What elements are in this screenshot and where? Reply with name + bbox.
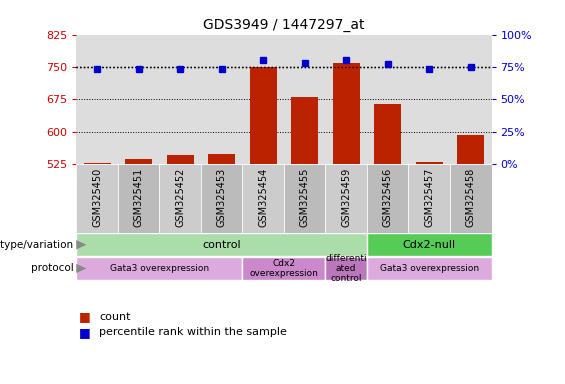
Bar <box>408 164 450 233</box>
Bar <box>125 159 152 164</box>
Text: GSM325459: GSM325459 <box>341 167 351 227</box>
Bar <box>450 164 492 233</box>
Text: count: count <box>99 312 131 322</box>
Bar <box>284 164 325 233</box>
Bar <box>374 104 401 164</box>
Text: GSM325456: GSM325456 <box>383 167 393 227</box>
Text: GSM325457: GSM325457 <box>424 167 434 227</box>
Bar <box>76 164 118 233</box>
Text: genotype/variation: genotype/variation <box>0 240 73 250</box>
Bar <box>367 257 492 280</box>
Text: GSM325452: GSM325452 <box>175 167 185 227</box>
Text: GSM325453: GSM325453 <box>216 167 227 227</box>
Text: ■: ■ <box>79 326 91 339</box>
Text: percentile rank within the sample: percentile rank within the sample <box>99 327 287 337</box>
Text: ■: ■ <box>79 310 91 323</box>
Bar <box>201 164 242 233</box>
Title: GDS3949 / 1447297_at: GDS3949 / 1447297_at <box>203 18 364 32</box>
Bar <box>325 257 367 280</box>
Bar <box>167 155 194 164</box>
Bar <box>118 164 159 233</box>
Text: GSM325455: GSM325455 <box>299 167 310 227</box>
Text: Gata3 overexpression: Gata3 overexpression <box>110 264 209 273</box>
Bar <box>208 154 235 164</box>
Text: control: control <box>202 240 241 250</box>
Text: GSM325450: GSM325450 <box>92 167 102 227</box>
Text: GSM325454: GSM325454 <box>258 167 268 227</box>
Text: Cdx2-null: Cdx2-null <box>403 240 456 250</box>
Bar <box>457 135 484 164</box>
Bar <box>242 257 325 280</box>
Bar <box>84 163 111 164</box>
Bar <box>76 257 242 280</box>
Text: differenti
ated
control: differenti ated control <box>325 253 367 283</box>
Text: GSM325451: GSM325451 <box>133 167 144 227</box>
Bar <box>333 63 360 164</box>
Bar <box>367 164 408 233</box>
Text: Gata3 overexpression: Gata3 overexpression <box>380 264 479 273</box>
Bar <box>367 233 492 256</box>
Bar <box>325 164 367 233</box>
Bar <box>159 164 201 233</box>
Bar <box>76 233 367 256</box>
Text: GSM325458: GSM325458 <box>466 167 476 227</box>
Text: Cdx2
overexpression: Cdx2 overexpression <box>250 259 318 278</box>
Text: protocol: protocol <box>31 263 73 273</box>
Bar <box>250 67 277 164</box>
Bar <box>291 97 318 164</box>
Bar <box>416 162 443 164</box>
Bar <box>242 164 284 233</box>
